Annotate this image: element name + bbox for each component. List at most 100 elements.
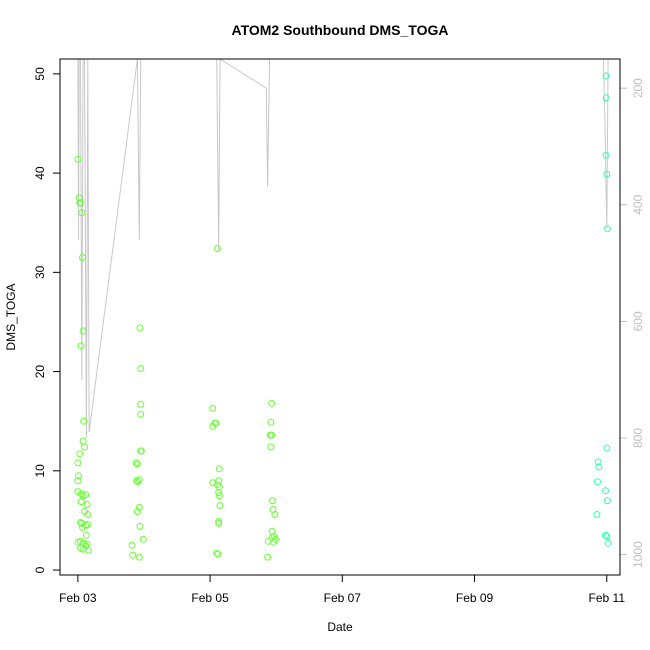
data-point bbox=[132, 459, 140, 467]
data-point bbox=[78, 209, 86, 217]
data-point bbox=[595, 463, 603, 471]
x-tick-label: Feb 11 bbox=[589, 591, 626, 605]
axes: Feb 03 Feb 05 Feb 07 Feb 09 Feb 11 0 10 20 30 40 5… bbox=[33, 67, 645, 605]
data-point bbox=[77, 342, 85, 350]
data-point bbox=[133, 478, 141, 486]
data-point bbox=[268, 497, 276, 505]
data-point bbox=[76, 450, 84, 458]
y-tick-label: 20 bbox=[33, 365, 47, 379]
data-point bbox=[81, 443, 88, 451]
data-point bbox=[602, 94, 610, 102]
data-point bbox=[82, 491, 90, 499]
data-point bbox=[77, 490, 85, 498]
data-point bbox=[136, 522, 144, 530]
y-tick-label: 40 bbox=[33, 166, 47, 180]
data-point bbox=[136, 324, 144, 332]
data-point bbox=[79, 327, 87, 335]
data-point bbox=[603, 170, 611, 178]
data-point bbox=[137, 447, 145, 455]
data-point bbox=[209, 479, 217, 487]
data-point bbox=[603, 225, 611, 233]
y2-tick-label: 800 bbox=[631, 428, 645, 448]
data-point bbox=[133, 508, 141, 515]
data-point bbox=[213, 245, 221, 252]
scatter-points bbox=[74, 72, 612, 561]
y2-tick-label: 1000 bbox=[631, 541, 645, 568]
data-point bbox=[602, 487, 609, 495]
data-point bbox=[84, 546, 92, 554]
data-point bbox=[83, 501, 91, 508]
data-point bbox=[271, 511, 279, 518]
data-point bbox=[604, 539, 612, 547]
data-point bbox=[137, 400, 145, 408]
y-tick-label: 50 bbox=[33, 67, 47, 81]
data-point bbox=[215, 519, 223, 527]
data-point bbox=[135, 476, 143, 484]
y2-tick-label: 600 bbox=[631, 311, 645, 331]
data-point bbox=[267, 418, 275, 426]
data-point bbox=[74, 459, 82, 467]
data-point bbox=[213, 481, 221, 489]
data-point bbox=[79, 523, 86, 531]
plot-frame bbox=[59, 58, 621, 576]
data-point bbox=[80, 417, 88, 425]
data-point bbox=[602, 151, 610, 159]
data-point bbox=[137, 365, 145, 373]
data-point bbox=[128, 541, 136, 549]
data-point bbox=[133, 460, 141, 468]
data-point bbox=[135, 504, 143, 511]
x-axis-label: Date bbox=[327, 620, 353, 634]
data-point bbox=[77, 199, 84, 207]
data-point bbox=[209, 422, 217, 430]
data-point bbox=[79, 254, 86, 261]
data-point bbox=[129, 551, 137, 559]
y2-tick-label: 400 bbox=[631, 194, 645, 214]
data-point bbox=[84, 511, 92, 518]
data-point bbox=[594, 458, 602, 466]
y-tick-label: 0 bbox=[33, 566, 47, 573]
x-tick-label: Feb 09 bbox=[456, 591, 494, 605]
data-point bbox=[214, 550, 222, 558]
data-point bbox=[602, 531, 609, 539]
data-point bbox=[603, 497, 611, 505]
y-axis-label: DMS_TOGA bbox=[4, 283, 18, 350]
y2-tick-label: 200 bbox=[631, 78, 645, 98]
data-point bbox=[268, 399, 276, 407]
data-point bbox=[74, 477, 82, 485]
data-point bbox=[139, 535, 147, 543]
data-point bbox=[216, 502, 224, 509]
data-point bbox=[74, 155, 82, 163]
data-point bbox=[264, 553, 272, 561]
data-point bbox=[602, 72, 610, 80]
y-tick-label: 10 bbox=[33, 464, 47, 478]
data-point bbox=[593, 511, 601, 518]
data-point bbox=[264, 537, 272, 545]
data-point bbox=[209, 404, 217, 412]
x-tick-label: Feb 03 bbox=[59, 591, 97, 605]
data-point bbox=[79, 437, 87, 445]
data-point bbox=[215, 477, 223, 485]
x-tick-label: Feb 07 bbox=[324, 591, 362, 605]
data-point bbox=[267, 443, 275, 451]
data-point bbox=[82, 531, 90, 539]
data-point bbox=[137, 410, 145, 418]
data-point bbox=[272, 535, 279, 543]
data-point bbox=[135, 553, 143, 561]
secondary-line-series bbox=[77, 59, 609, 439]
data-point bbox=[213, 549, 221, 557]
y-tick-label: 30 bbox=[33, 265, 47, 279]
data-point bbox=[215, 517, 223, 525]
secondary-line bbox=[77, 59, 609, 439]
data-point bbox=[268, 431, 276, 439]
x-tick-label: Feb 05 bbox=[191, 591, 229, 605]
data-point bbox=[594, 478, 601, 486]
data-point bbox=[215, 489, 223, 497]
data-point bbox=[77, 498, 85, 506]
data-point bbox=[215, 465, 223, 473]
data-point bbox=[603, 532, 611, 540]
data-point bbox=[603, 444, 611, 452]
data-point bbox=[75, 472, 82, 480]
data-point bbox=[75, 194, 83, 202]
chart-title: ATOM2 Southbound DMS_TOGA bbox=[232, 22, 449, 38]
